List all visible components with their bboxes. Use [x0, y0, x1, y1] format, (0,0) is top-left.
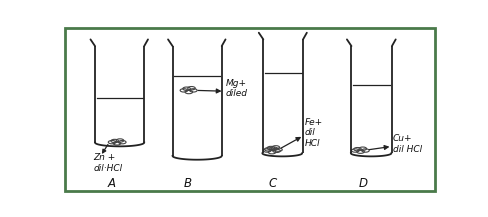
Text: Cu+
dil HCl: Cu+ dil HCl	[393, 134, 422, 154]
Text: Zn +
dil·HCl: Zn + dil·HCl	[93, 153, 122, 173]
Text: B: B	[183, 177, 192, 190]
Text: Mg+
diled: Mg+ diled	[225, 79, 247, 98]
Text: A: A	[108, 177, 116, 190]
Text: C: C	[269, 177, 277, 190]
Text: Fe+
dil
HCl: Fe+ dil HCl	[305, 118, 323, 148]
Text: D: D	[358, 177, 367, 190]
